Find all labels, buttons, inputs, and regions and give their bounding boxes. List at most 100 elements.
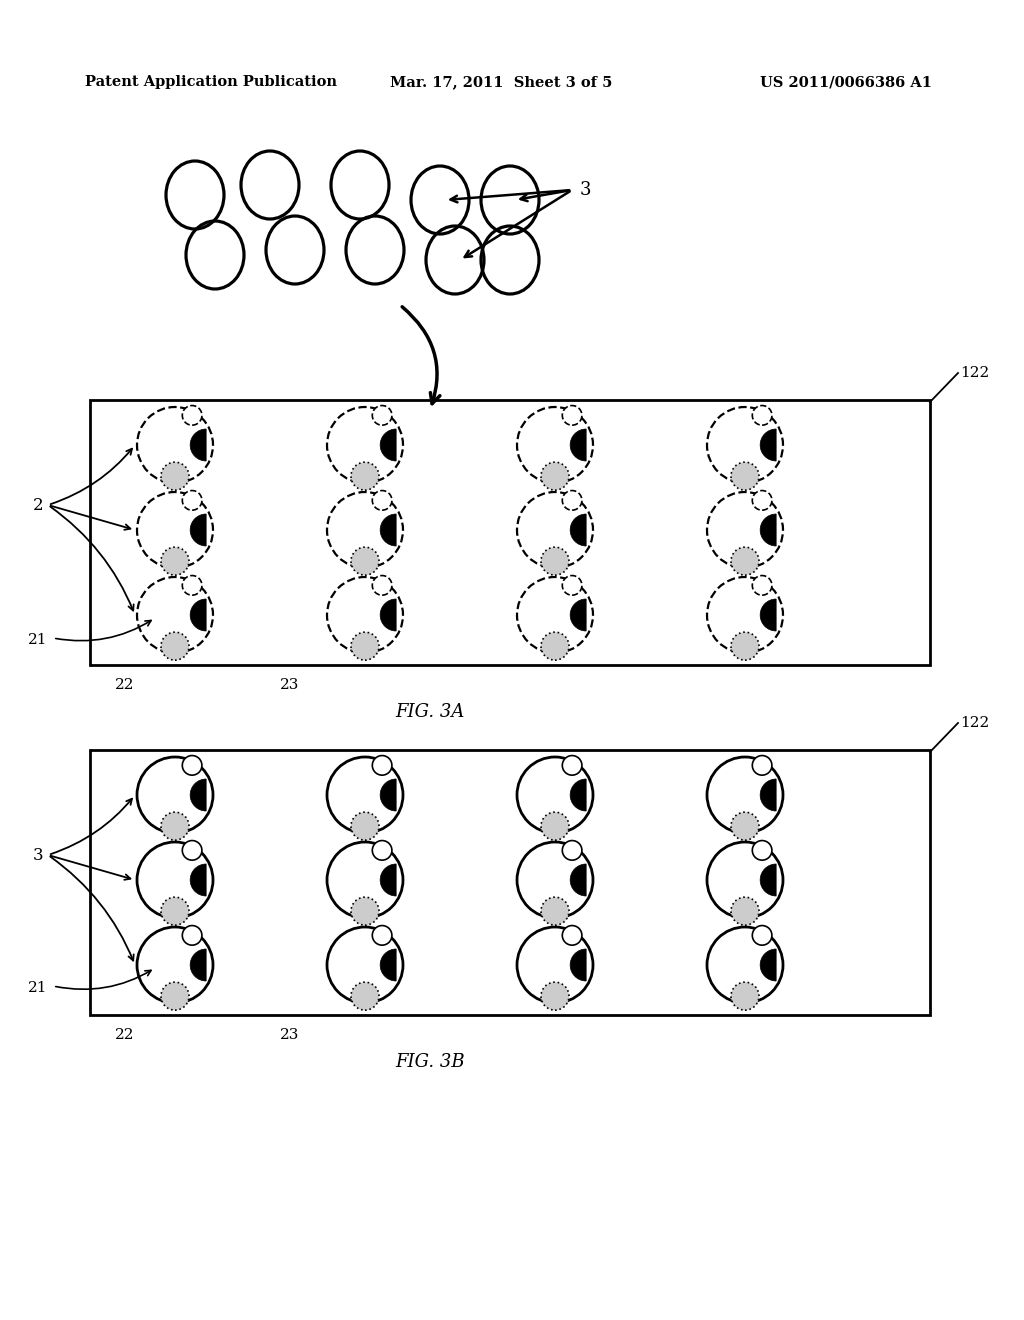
Circle shape [351, 812, 379, 840]
Circle shape [351, 632, 379, 660]
Wedge shape [570, 865, 586, 896]
Circle shape [707, 492, 783, 568]
Text: FIG. 3A: FIG. 3A [395, 704, 465, 721]
Circle shape [161, 548, 189, 576]
Circle shape [161, 898, 189, 925]
Circle shape [731, 898, 759, 925]
Circle shape [707, 407, 783, 483]
Circle shape [517, 407, 593, 483]
Wedge shape [190, 429, 206, 461]
Circle shape [327, 927, 403, 1003]
Wedge shape [760, 429, 776, 461]
Circle shape [373, 405, 392, 425]
Circle shape [182, 755, 202, 775]
Text: 22: 22 [115, 678, 134, 692]
Wedge shape [570, 599, 586, 631]
Text: US 2011/0066386 A1: US 2011/0066386 A1 [760, 75, 932, 88]
Circle shape [351, 548, 379, 576]
Circle shape [753, 491, 772, 510]
Text: 2: 2 [33, 496, 43, 513]
Circle shape [541, 898, 569, 925]
Circle shape [541, 548, 569, 576]
Text: 122: 122 [961, 366, 989, 380]
Circle shape [707, 927, 783, 1003]
Circle shape [541, 812, 569, 840]
Wedge shape [570, 949, 586, 981]
Circle shape [562, 925, 582, 945]
Circle shape [517, 842, 593, 917]
Wedge shape [190, 513, 206, 546]
Circle shape [182, 576, 202, 595]
Circle shape [182, 405, 202, 425]
Text: Patent Application Publication: Patent Application Publication [85, 75, 337, 88]
Circle shape [327, 842, 403, 917]
Wedge shape [380, 599, 396, 631]
Circle shape [351, 982, 379, 1010]
Text: FIG. 3B: FIG. 3B [395, 1053, 465, 1071]
Wedge shape [570, 513, 586, 546]
Wedge shape [190, 779, 206, 810]
Circle shape [517, 927, 593, 1003]
Circle shape [731, 462, 759, 490]
Wedge shape [760, 865, 776, 896]
Circle shape [753, 925, 772, 945]
Circle shape [753, 576, 772, 595]
Wedge shape [760, 949, 776, 981]
Circle shape [517, 492, 593, 568]
Circle shape [373, 755, 392, 775]
Circle shape [562, 841, 582, 861]
Circle shape [731, 812, 759, 840]
Wedge shape [190, 865, 206, 896]
Wedge shape [570, 429, 586, 461]
Wedge shape [760, 513, 776, 546]
Circle shape [137, 577, 213, 653]
Circle shape [373, 925, 392, 945]
Circle shape [327, 407, 403, 483]
Circle shape [373, 491, 392, 510]
Wedge shape [760, 599, 776, 631]
Wedge shape [380, 779, 396, 810]
Circle shape [137, 407, 213, 483]
Circle shape [373, 576, 392, 595]
Circle shape [562, 755, 582, 775]
Circle shape [351, 462, 379, 490]
Wedge shape [570, 779, 586, 810]
Circle shape [753, 405, 772, 425]
Text: 23: 23 [280, 1028, 299, 1041]
Text: Mar. 17, 2011  Sheet 3 of 5: Mar. 17, 2011 Sheet 3 of 5 [390, 75, 612, 88]
Circle shape [517, 756, 593, 833]
Circle shape [137, 927, 213, 1003]
Circle shape [541, 632, 569, 660]
Wedge shape [380, 865, 396, 896]
Text: 122: 122 [961, 715, 989, 730]
Circle shape [753, 755, 772, 775]
Circle shape [182, 491, 202, 510]
Bar [90, 750, 930, 1015]
Text: 23: 23 [280, 678, 299, 692]
Circle shape [562, 491, 582, 510]
Circle shape [327, 577, 403, 653]
Text: 21: 21 [29, 634, 48, 647]
Wedge shape [190, 599, 206, 631]
Circle shape [182, 841, 202, 861]
Circle shape [541, 462, 569, 490]
Circle shape [351, 898, 379, 925]
Circle shape [161, 812, 189, 840]
Circle shape [707, 842, 783, 917]
Circle shape [161, 462, 189, 490]
Text: 22: 22 [115, 1028, 134, 1041]
Circle shape [731, 632, 759, 660]
Circle shape [562, 576, 582, 595]
Wedge shape [190, 949, 206, 981]
Circle shape [753, 841, 772, 861]
Circle shape [161, 982, 189, 1010]
Circle shape [517, 577, 593, 653]
Wedge shape [760, 779, 776, 810]
Wedge shape [380, 429, 396, 461]
Circle shape [707, 756, 783, 833]
Circle shape [373, 841, 392, 861]
Circle shape [137, 756, 213, 833]
Circle shape [182, 925, 202, 945]
Circle shape [137, 492, 213, 568]
Bar [90, 400, 930, 665]
